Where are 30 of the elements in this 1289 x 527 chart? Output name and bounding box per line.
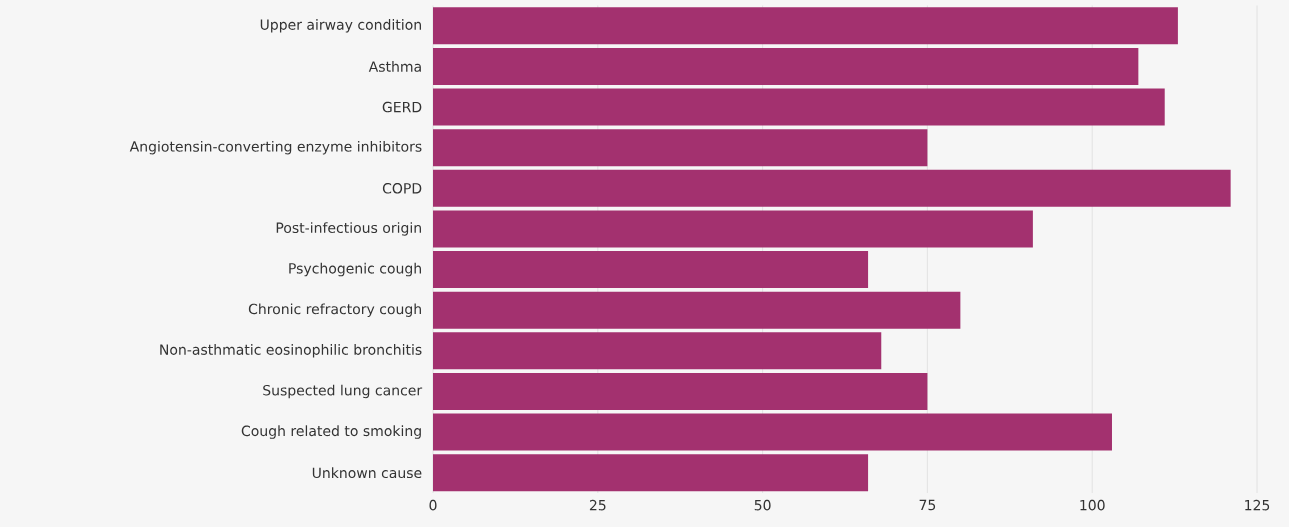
x-tick-label: 50 <box>754 499 771 511</box>
y-tick-label: Psychogenic cough <box>289 262 421 277</box>
x-tick-label: 25 <box>589 499 606 511</box>
x-tick-label: 100 <box>1080 499 1105 511</box>
y-tick-label: GERD <box>382 101 422 113</box>
x-tick-label: 0 <box>429 499 437 511</box>
bar <box>433 88 1165 126</box>
bar <box>433 413 1112 451</box>
y-tick-label: Post-infectious origin <box>276 222 421 236</box>
y-tick-label: Suspected lung cancer <box>263 384 423 399</box>
bar <box>433 129 928 167</box>
bar <box>433 169 1231 207</box>
y-tick-label: Angiotensin-converting enzyme inhibitors <box>129 140 422 155</box>
y-tick-label: Upper airway condition <box>260 19 421 33</box>
y-tick-label: Cough related to smoking <box>241 425 421 439</box>
y-tick-label: Asthma <box>368 61 421 72</box>
bar <box>433 210 1033 248</box>
bar <box>433 291 961 329</box>
bar <box>433 7 1178 45</box>
bar <box>433 372 928 410</box>
x-tick-label: 75 <box>919 499 936 511</box>
bar <box>433 454 869 492</box>
bar <box>433 332 882 370</box>
y-tick-label: COPD <box>382 183 422 194</box>
y-tick-label: Chronic refractory cough <box>248 303 421 317</box>
bar <box>433 251 869 289</box>
x-tick-label: 125 <box>1245 499 1270 511</box>
bar <box>433 47 1139 85</box>
y-tick-label: Non-asthmatic eosinophilic bronchitis <box>160 344 422 358</box>
y-tick-label: Unknown cause <box>312 467 422 479</box>
